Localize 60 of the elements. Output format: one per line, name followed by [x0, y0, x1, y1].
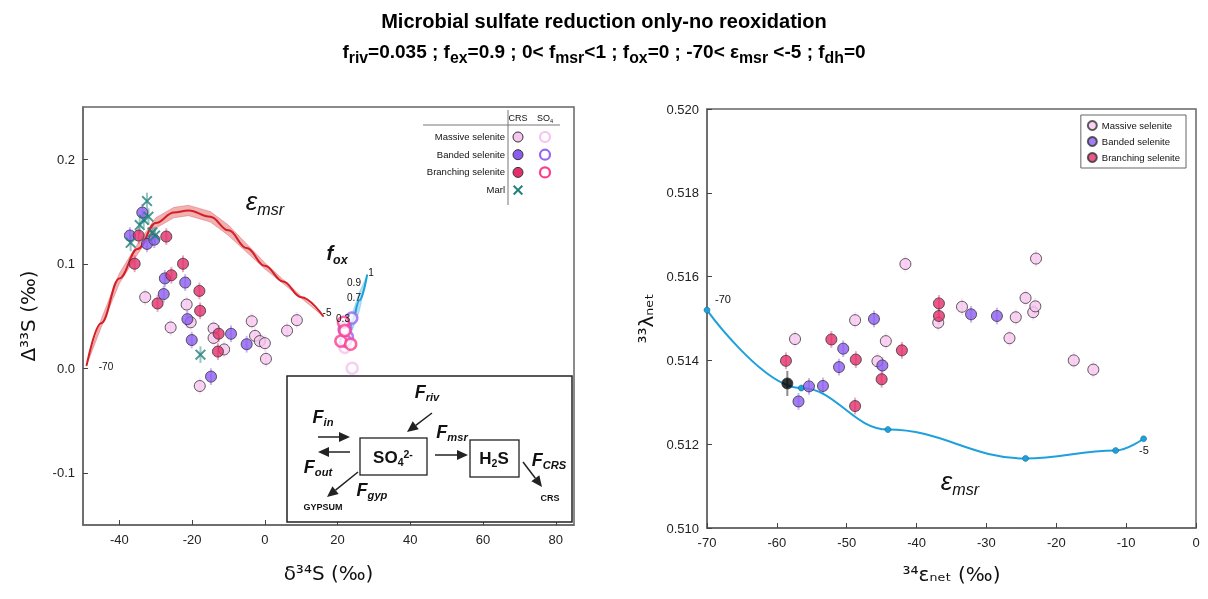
y-tick-label: 0.1 — [56, 256, 75, 272]
legend-label: Branching selenite — [426, 166, 505, 178]
y-tick-label: 0.510 — [666, 520, 699, 536]
y-tick-label: 0.512 — [666, 436, 699, 452]
x-tick-label: 0 — [261, 532, 269, 547]
x-tick-label: -20 — [1046, 535, 1066, 550]
annotation: F$_{in}$ — [312, 407, 334, 429]
x-tick-label: -20 — [182, 532, 202, 547]
x-tick-label: -40 — [109, 532, 129, 547]
annotation: 1 — [368, 267, 375, 278]
annotation: ε$_{msr}$ — [245, 186, 285, 218]
y-tick-label: -0.1 — [52, 465, 75, 481]
annotation: -70 — [715, 293, 731, 305]
x-tick-label: 60 — [475, 532, 491, 547]
annotation: 0.7 — [347, 292, 362, 303]
x-tick-label: 20 — [330, 532, 345, 547]
legend-label: Banded selenite — [436, 148, 505, 160]
y-tick-label: 0.0 — [56, 360, 75, 376]
annotation: 0.3 — [336, 313, 351, 324]
annotation: ε$_{msr}$ — [940, 466, 980, 498]
annotation: 0.9 — [347, 277, 362, 288]
x-tick-label: -50 — [837, 535, 857, 550]
annotation: F$_{CRS}$ — [531, 450, 567, 472]
text: f$_{riv}$=0.035 ; f$_{ex}$=0.9 ; 0< f$_{msr}$<1 ; f$_{ox}$=0 ; -70< ε$_{msr}$ <-5 ; f$_{dh}$=0 — [342, 41, 866, 66]
y-tick-label: 0.518 — [666, 185, 699, 201]
x-tick-label: 80 — [548, 532, 564, 547]
y-tick-label: 0.520 — [666, 101, 699, 117]
chart-title: Microbial sulfate reduction only-no reoxidation — [380, 9, 828, 33]
y-tick-label: 0.2 — [56, 151, 75, 167]
y-tick-label: 0.514 — [666, 352, 699, 368]
y-tick-label: 0.516 — [666, 269, 699, 285]
annotation: F$_{riv}$ — [414, 382, 441, 404]
x-tick-label: -60 — [767, 535, 787, 550]
x-tick-label: -40 — [907, 535, 926, 550]
x-axis-title: δ³⁴S (‰) — [283, 561, 374, 585]
annotation: F$_{gyp}$ — [356, 480, 388, 502]
y-axis-title: Δ³³S (‰) — [16, 270, 40, 362]
annotation: F$_{out}$ — [303, 457, 334, 479]
legend-label: Massive selenite — [434, 131, 505, 142]
y-axis-title: ³³λₙₑₜ — [633, 293, 658, 344]
annotation: H$_{2}$S — [479, 449, 509, 470]
x-tick-label: -10 — [1116, 535, 1136, 550]
x-tick-label: 0 — [1192, 535, 1200, 550]
annotation: -5 — [1139, 444, 1149, 456]
annotation: CRS — [508, 113, 528, 123]
legend-label: Massive selenite — [1101, 120, 1173, 131]
annotation: -70 — [98, 361, 114, 372]
annotation: SO$_{4}$ — [536, 113, 554, 124]
annotation: CRS — [540, 493, 560, 503]
annotation: F$_{msr}$ — [436, 422, 469, 444]
legend-label: Branching selenite — [1101, 152, 1181, 163]
legend-label: Banded selenite — [1101, 136, 1170, 147]
x-tick-label: 40 — [403, 532, 418, 547]
x-tick-label: -70 — [697, 535, 717, 550]
annotation: GYPSUM — [303, 502, 343, 512]
x-axis-title: ³⁴εₙₑₜ (‰) — [902, 562, 1001, 586]
legend-label: Marl — [486, 184, 505, 196]
annotation: f$_{ox}$ — [326, 242, 349, 267]
x-tick-label: -30 — [977, 535, 996, 550]
annotation: -5 — [322, 307, 332, 318]
